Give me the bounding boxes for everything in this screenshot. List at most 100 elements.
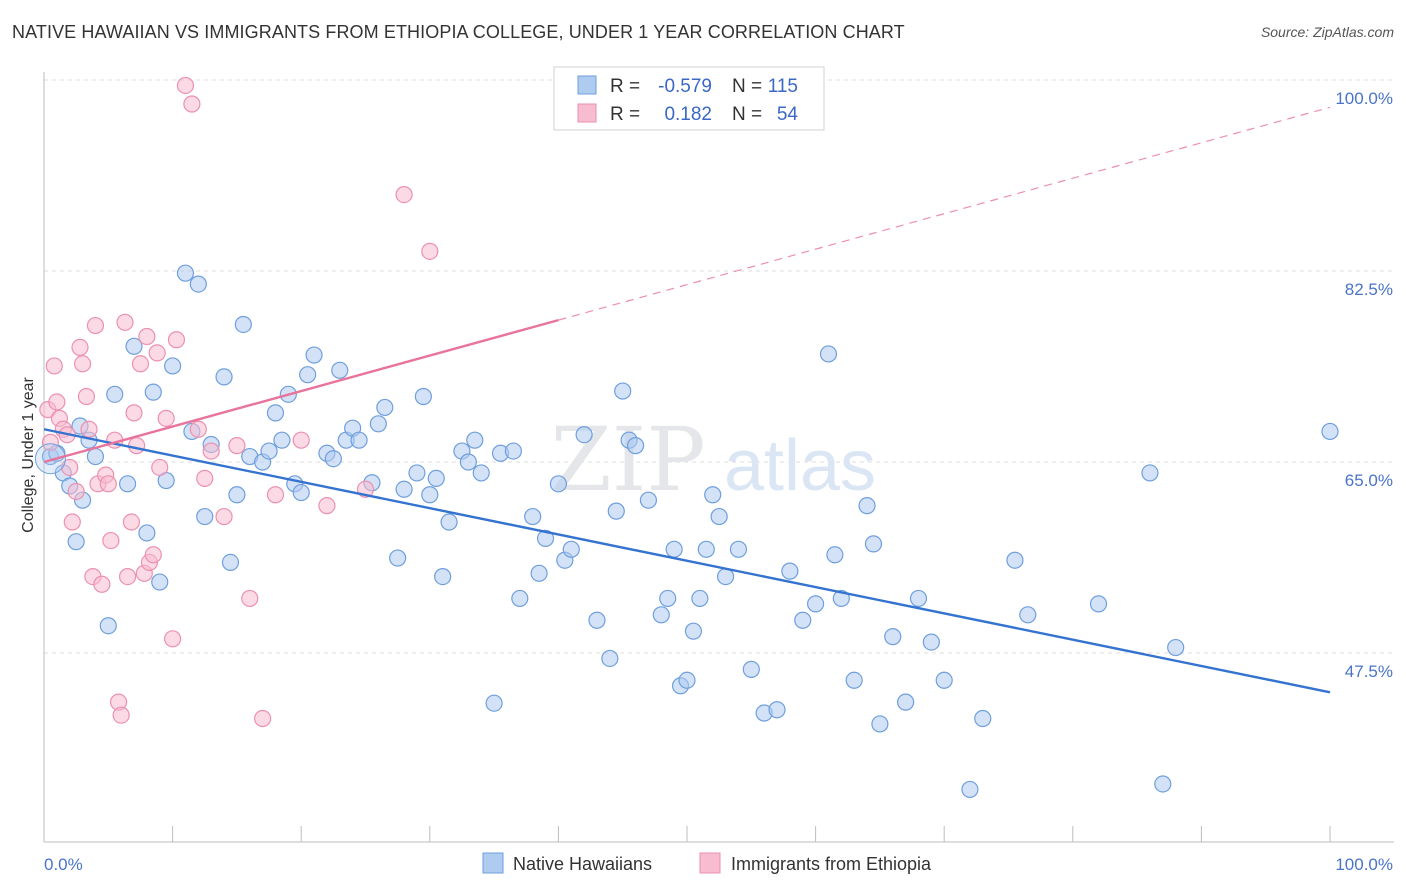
point-1-15: [86, 316, 105, 335]
point-0-60: [504, 442, 522, 460]
point-0-67: [562, 540, 580, 558]
y-tick-label-3: 47.5%: [1345, 662, 1393, 681]
stats-r-label-blue: R =: [610, 76, 640, 97]
point-0-88: [742, 660, 760, 678]
point-1-48: [266, 486, 285, 504]
point-1-19: [99, 475, 117, 493]
point-0-31: [273, 431, 291, 449]
point-0-99: [864, 535, 883, 553]
point-0-53: [440, 513, 458, 531]
stats-swatch-blue: [577, 75, 597, 95]
point-0-36: [305, 346, 323, 364]
trend-lines: [43, 106, 1331, 694]
point-0-72: [614, 382, 632, 400]
point-0-35: [299, 366, 317, 384]
watermark: ZIP atlas: [550, 408, 876, 511]
point-1-43: [202, 442, 220, 460]
point-0-49: [414, 387, 432, 406]
point-0-46: [389, 549, 407, 567]
y-tick-label-1: 82.5%: [1345, 280, 1393, 299]
point-0-20: [189, 275, 207, 293]
point-1-23: [112, 706, 130, 724]
point-0-15: [151, 573, 169, 591]
point-0-107: [974, 709, 992, 728]
point-0-13: [138, 524, 156, 542]
point-0-68: [575, 426, 593, 444]
point-1-26: [122, 513, 141, 531]
point-0-113: [1167, 638, 1185, 657]
point-0-112: [1154, 775, 1172, 793]
point-0-29: [260, 442, 278, 460]
point-0-18: [176, 264, 195, 282]
source-label: Source: ZipAtlas.com: [1260, 24, 1394, 40]
point-0-17: [164, 357, 182, 375]
point-1-9: [67, 482, 85, 501]
point-1-45: [228, 437, 246, 455]
point-1-24: [116, 313, 134, 331]
point-0-84: [704, 486, 722, 504]
point-0-47: [395, 480, 413, 498]
stats-n-label-blue: N =: [732, 76, 762, 97]
chart-title: NATIVE HAWAIIAN VS IMMIGRANTS FROM ETHIO…: [12, 22, 905, 42]
point-1-36: [157, 409, 175, 427]
point-1-49: [292, 431, 310, 449]
legend-swatch-native-hawaiians: [482, 852, 504, 874]
point-0-93: [806, 595, 825, 613]
point-1-37: [164, 630, 182, 648]
point-0-34: [292, 483, 310, 502]
point-0-102: [897, 693, 915, 711]
stats-r-value-blue: -0.579: [658, 76, 712, 97]
x-tick-label-start: 0.0%: [44, 855, 83, 874]
point-0-83: [697, 540, 715, 558]
point-0-23: [215, 368, 233, 386]
stats-r-label-pink: R =: [610, 104, 640, 125]
point-0-71: [607, 502, 625, 520]
trend-line-1: [43, 318, 559, 464]
stats-legend: R = -0.579 N = 115 R = 0.182 N = 54: [553, 66, 825, 131]
point-0-111: [1141, 464, 1159, 482]
point-0-95: [826, 546, 844, 564]
point-0-44: [369, 415, 387, 433]
point-0-92: [794, 611, 812, 629]
cluster-marker-blue: [34, 443, 66, 475]
point-0-38: [324, 450, 342, 468]
point-1-1: [41, 433, 60, 451]
point-0-100: [871, 715, 889, 733]
point-1-27: [125, 404, 143, 422]
legend-swatch-immigrants-ethiopia: [699, 852, 721, 874]
point-0-4: [67, 533, 85, 551]
point-1-11: [73, 355, 92, 373]
stats-n-value-pink: 54: [777, 104, 799, 125]
y-tick-labels: 100.0% 82.5% 65.0% 47.5%: [1335, 89, 1393, 681]
point-1-33: [144, 546, 162, 564]
point-0-42: [350, 431, 368, 449]
point-0-51: [427, 469, 445, 487]
point-1-50: [318, 497, 336, 515]
point-0-21: [196, 507, 214, 526]
point-0-101: [884, 628, 902, 646]
point-0-80: [678, 671, 696, 689]
point-0-81: [684, 622, 703, 640]
point-0-24: [221, 553, 240, 572]
point-1-25: [118, 567, 137, 586]
stats-n-value-blue: 115: [768, 76, 798, 97]
point-1-7: [61, 458, 79, 477]
point-0-110: [1089, 595, 1108, 613]
point-0-91: [781, 562, 799, 580]
point-0-70: [601, 649, 619, 668]
point-0-96: [832, 589, 850, 608]
point-0-57: [472, 464, 490, 482]
point-0-114: [1321, 422, 1339, 441]
point-0-69: [588, 611, 606, 629]
legend-label-immigrants-ethiopia: Immigrants from Ethiopia: [731, 854, 932, 874]
point-0-77: [659, 589, 677, 608]
watermark-atlas: atlas: [724, 426, 876, 506]
point-0-52: [434, 567, 452, 586]
y-tick-label-2: 65.0%: [1345, 471, 1393, 490]
point-0-50: [421, 486, 439, 504]
point-1-35: [151, 458, 169, 477]
point-0-62: [524, 507, 542, 526]
point-0-9: [99, 617, 117, 635]
point-0-12: [125, 337, 143, 355]
